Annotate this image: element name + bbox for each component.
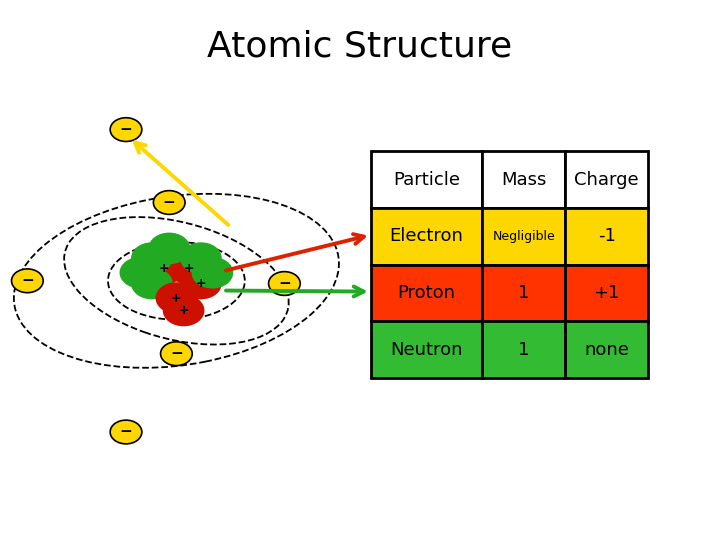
Text: +: + [171,292,181,305]
Text: -1: -1 [598,227,616,245]
Text: −: − [120,424,132,440]
Bar [482,321,565,378]
Circle shape [181,268,221,299]
Circle shape [132,268,172,299]
Text: 1: 1 [518,284,529,302]
Text: Atomic Structure: Atomic Structure [207,30,513,64]
Text: −: − [21,273,34,288]
Bar [482,151,565,208]
Circle shape [269,272,300,295]
Bar [371,321,482,378]
Bar [565,208,648,265]
Circle shape [156,283,197,313]
Bar [565,321,648,378]
Text: Particle: Particle [393,171,460,188]
Bar [482,265,565,321]
Text: +: + [158,262,168,275]
Bar [371,151,482,208]
Circle shape [163,295,204,326]
Circle shape [153,191,185,214]
Circle shape [132,243,172,273]
Bar [565,265,648,321]
Circle shape [12,269,43,293]
Circle shape [149,233,189,264]
Text: Negligible: Negligible [492,230,555,243]
Text: +1: +1 [593,284,620,302]
Circle shape [181,243,221,273]
Text: −: − [278,276,291,291]
Circle shape [143,254,184,284]
Text: +: + [179,304,189,317]
Circle shape [192,258,233,288]
Text: −: − [163,195,176,210]
Bar [371,265,482,321]
Circle shape [120,258,161,288]
Bar [565,151,648,208]
Text: none: none [584,341,629,359]
Text: −: − [120,122,132,137]
Text: Mass: Mass [501,171,546,188]
Text: 1: 1 [518,341,529,359]
Text: +: + [184,262,194,275]
Text: Neutron: Neutron [390,341,463,359]
Text: Charge: Charge [575,171,639,188]
Text: Proton: Proton [397,284,456,302]
Circle shape [161,342,192,366]
Text: −: − [170,346,183,361]
Text: +: + [196,277,206,290]
Bar [371,208,482,265]
Circle shape [169,254,210,284]
Text: Electron: Electron [390,227,464,245]
Circle shape [110,118,142,141]
Bar [482,208,565,265]
Circle shape [110,420,142,444]
